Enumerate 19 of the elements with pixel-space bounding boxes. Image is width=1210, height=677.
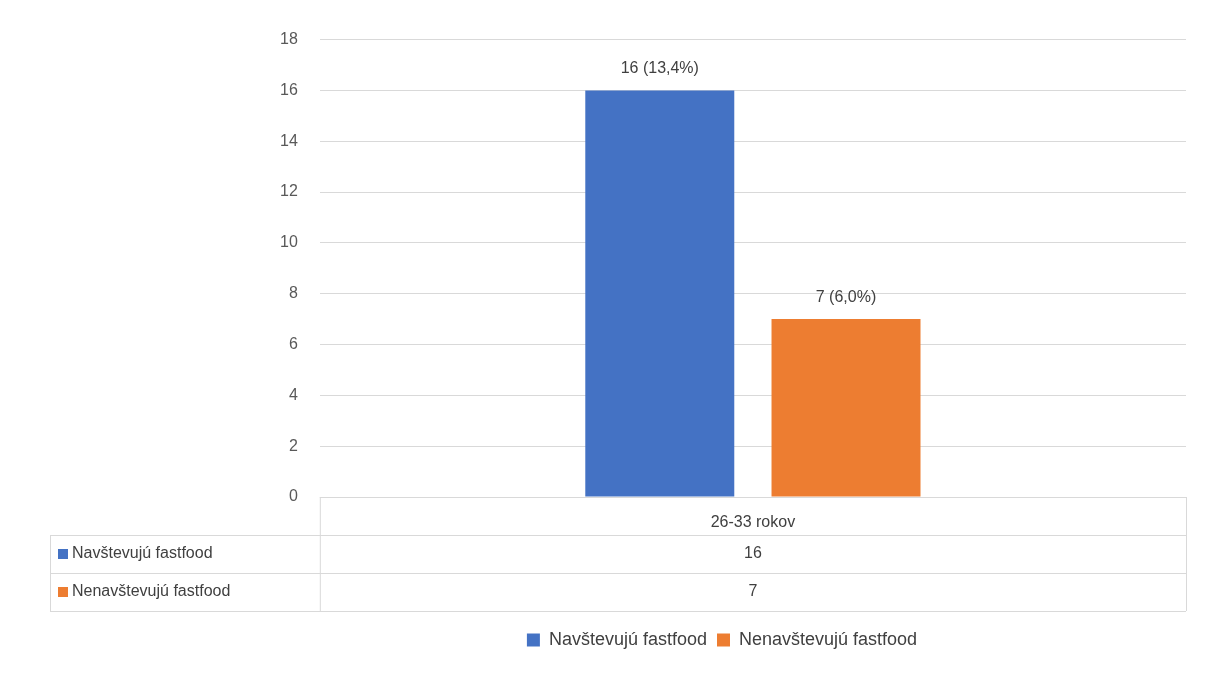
y-tick-label: 14 [280,131,298,149]
data-label: 7 (6,0%) [815,287,877,305]
y-tick-label: 12 [280,182,298,200]
y-tick-label: 16 [280,80,298,98]
y-tick-label: 18 [280,30,298,48]
legend-label: Nenavštevujú fastfood [738,628,918,649]
y-tick-label: 8 [288,284,298,302]
text: Navštevujú fastfood [72,544,213,562]
text: 16 [744,544,762,562]
y-tick-label: 2 [288,436,298,454]
legend-label: Navštevujú fastfood [548,628,707,649]
text: 7 [748,582,758,600]
y-tick-label: 0 [288,487,298,505]
y-tick-label: 4 [288,385,298,403]
y-tick-label: 6 [288,334,298,352]
x-tick-label: 26-33 rokov [710,513,796,531]
y-tick-label: 10 [280,233,298,251]
text: Nenavštevujú fastfood [72,582,231,600]
data-label: 16 (13,4%) [620,58,699,76]
